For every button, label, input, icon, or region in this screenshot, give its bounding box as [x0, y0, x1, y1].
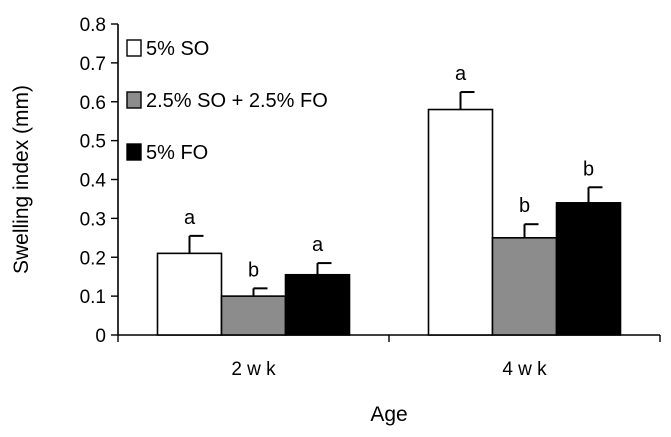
significance-label: a [312, 234, 324, 256]
legend: 5% SO 2.5% SO + 2.5% FO 5% FO [126, 38, 328, 164]
y-tick-label: 0.3 [80, 209, 106, 230]
y-tick-label: 0.7 [80, 54, 106, 75]
bar [284, 273, 351, 336]
y-tick-label: 0 [95, 326, 106, 347]
x-axis: 2 w k 4 w k [117, 334, 661, 380]
y-tick-label: 0.2 [80, 248, 106, 269]
x-tick-label: 2 w k [231, 359, 276, 380]
y-axis-title: Swelling index (mm) [10, 85, 33, 274]
x-tick-label: 4 w k [502, 359, 547, 380]
bars: a b a a b b [156, 63, 622, 336]
legend-swatch [126, 39, 142, 57]
significance-label: a [184, 207, 196, 229]
legend-label: 2.5% SO + 2.5% FO [146, 90, 328, 112]
bar [220, 295, 287, 336]
legend-label: 5% FO [146, 142, 208, 164]
x-axis-title: Age [370, 403, 407, 426]
significance-label: b [519, 195, 530, 217]
significance-label: a [455, 63, 467, 85]
y-tick-label: 0.1 [80, 287, 106, 308]
legend-label: 5% SO [146, 38, 209, 60]
y-tick-label: 0.8 [80, 15, 106, 36]
bar [555, 202, 622, 336]
y-tick-label: 0.4 [80, 171, 107, 192]
significance-label: b [248, 259, 259, 281]
legend-swatch [126, 91, 142, 109]
bar [156, 252, 223, 336]
bar [427, 108, 494, 336]
significance-label: b [583, 158, 594, 180]
bar [491, 237, 558, 336]
y-tick-label: 0.6 [80, 93, 106, 114]
legend-swatch [126, 143, 142, 161]
y-axis: 0 0.1 0.2 0.3 0.4 0.5 0.6 0.7 0.8 [80, 15, 119, 347]
y-tick-label: 0.5 [80, 132, 106, 153]
